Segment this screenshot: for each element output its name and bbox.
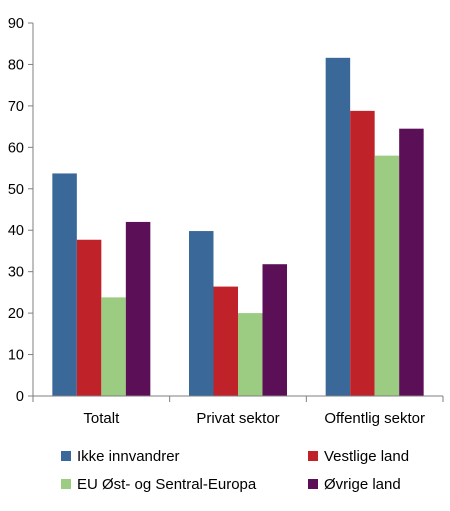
bar [399,128,424,396]
category-label: Totalt [83,410,120,427]
bar [189,231,214,396]
legend-label: Vestlige land [324,448,409,465]
legend-label: Øvrige land [324,476,401,493]
x-axis: Totalt Privat sektor Offentlig sektor [32,395,444,427]
y-tick-label: 70 [8,99,24,115]
bar [262,264,287,396]
bar [125,221,151,396]
bar [238,313,263,396]
bar [213,286,238,396]
bar [374,155,400,396]
legend-swatch [61,479,71,489]
y-tick-label: 40 [8,223,24,239]
bar [350,110,375,397]
y-tick-label: 10 [8,348,24,364]
bar [76,239,102,396]
bars [52,57,424,397]
legend: Ikke innvandrer Vestlige land EU Øst- og S… [61,448,409,493]
bar [325,57,351,397]
bar [101,297,126,396]
y-tick-label: 20 [8,306,24,322]
y-axis: 0 10 20 30 40 50 60 70 80 90 [8,16,34,405]
legend-swatch [308,451,318,461]
legend-swatch [308,479,318,489]
y-tick-label: 30 [8,265,24,281]
y-tick-label: 50 [8,182,24,198]
legend-swatch [61,451,71,461]
category-label: Offentlig sektor [324,410,425,427]
y-tick-label: 90 [8,16,24,32]
y-tick-label: 60 [8,140,24,156]
legend-label: Ikke innvandrer [77,448,180,465]
legend-label: EU Øst- og Sentral-Europa [77,476,257,493]
y-tick-label: 0 [16,389,24,405]
bar [52,173,77,396]
y-tick-label: 80 [8,57,24,73]
category-label: Privat sektor [196,410,279,427]
